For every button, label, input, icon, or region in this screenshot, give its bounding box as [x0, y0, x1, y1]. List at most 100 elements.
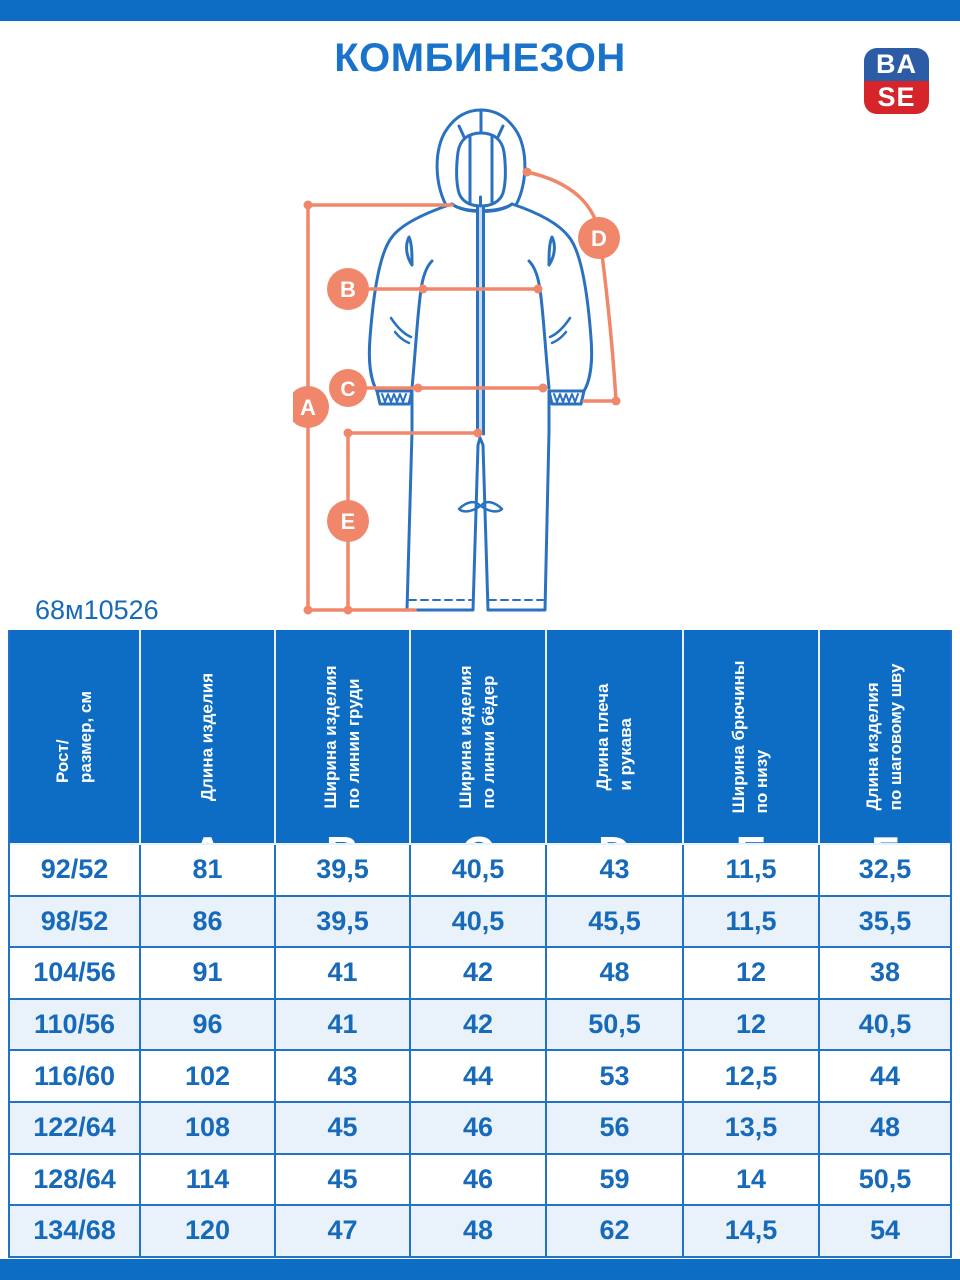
value-cell: 43 — [276, 1051, 411, 1101]
value-cell: 48 — [411, 1206, 547, 1256]
badge-letter-b: B — [340, 277, 356, 302]
value-cell: 46 — [411, 1102, 547, 1153]
value-cell: 42 — [411, 999, 547, 1050]
value-cell: 41 — [276, 999, 411, 1050]
size-cell: 98/52 — [10, 896, 141, 947]
column-header-label: Ширина брючины по низу — [729, 660, 771, 813]
column-measure-letter: D — [598, 830, 631, 843]
table-row: 134/68 120 47 48 62 14,5 54 — [10, 1206, 950, 1258]
top-accent-bar — [0, 0, 960, 21]
value-cell: 11,5 — [684, 896, 820, 947]
column-measure-letter: F — [871, 830, 899, 843]
table-row: 92/52 81 39,5 40,5 43 11,5 32,5 — [10, 845, 950, 897]
table-row: 122/64 108 45 46 56 13,5 48 — [10, 1102, 950, 1155]
value-cell: 47 — [276, 1206, 411, 1256]
value-cell: 48 — [869, 1112, 901, 1143]
size-cell: 134/68 — [10, 1206, 141, 1256]
measurement-lines — [306, 170, 618, 612]
value-cell: 39,5 — [276, 845, 411, 895]
badge-letter-d: D — [591, 226, 607, 251]
size-cell: 92/52 — [10, 845, 141, 895]
table-row: 128/64 114 45 46 59 14 50,5 — [10, 1154, 950, 1207]
value-cell: 42 — [411, 948, 547, 998]
table-body: 92/52 81 39,5 40,5 43 11,5 32,5 98/52 86 39,5 40,5… — [10, 845, 950, 1258]
value-cell: 62 — [547, 1206, 684, 1256]
coverall-drawing — [367, 108, 594, 612]
badge-letter-e: E — [341, 509, 356, 534]
value-cell: 56 — [547, 1102, 684, 1153]
column-header-label: Рост/размер, см — [52, 690, 95, 783]
column-header-label: Ширина изделия по линии бёдер — [456, 664, 498, 809]
value-cell: 13,5 — [684, 1102, 820, 1153]
value-cell: 12,5 — [684, 1051, 820, 1101]
value-cell: 96 — [141, 999, 276, 1050]
value-cell: 54 — [869, 1215, 901, 1246]
table-row: 104/56 91 41 42 48 12 38 — [10, 948, 950, 1000]
table-row: 98/52 86 39,5 40,5 45,5 11,5 35,5 — [10, 896, 950, 949]
value-cell: 39,5 — [276, 896, 411, 947]
value-cell: 86 — [141, 896, 276, 947]
size-cell: 128/64 — [10, 1154, 141, 1205]
column-measure-letter: C — [461, 830, 494, 843]
column-header-1: Длина изделия A — [141, 630, 276, 843]
value-cell: 35,5 — [858, 905, 912, 936]
measurement-badges: A B C D E — [293, 217, 620, 542]
value-cell: 32,5 — [858, 854, 912, 885]
value-cell: 45 — [276, 1102, 411, 1153]
value-cell: 114 — [141, 1154, 276, 1205]
value-cell: 48 — [547, 948, 684, 998]
measurement-dots — [303, 167, 621, 615]
column-measure-letter: B — [326, 830, 359, 843]
value-cell: 45 — [276, 1154, 411, 1205]
size-cell: 116/60 — [10, 1051, 141, 1101]
brand-logo: BA SE — [864, 48, 929, 114]
value-cell: 14,5 — [684, 1206, 820, 1256]
value-cell: 102 — [141, 1051, 276, 1101]
value-cell: 50,5 — [858, 1163, 912, 1194]
value-cell: 50,5 — [547, 999, 684, 1050]
table-row: 110/56 96 41 42 50,5 12 40,5 — [10, 999, 950, 1052]
table-row: 116/60 102 43 44 53 12,5 44 — [10, 1051, 950, 1103]
product-code: 68м10526 — [35, 595, 159, 625]
badge-letter-a: A — [300, 395, 316, 420]
value-cell: 53 — [547, 1051, 684, 1101]
value-cell: 120 — [141, 1206, 276, 1256]
column-header-label: Ширина изделия по линии груди — [320, 664, 363, 809]
size-cell: 110/56 — [10, 999, 141, 1050]
value-cell: 14 — [684, 1154, 820, 1205]
bottom-accent-bar — [0, 1259, 960, 1280]
value-cell: 41 — [276, 948, 411, 998]
value-cell: 12 — [684, 948, 820, 998]
size-cell: 122/64 — [10, 1102, 141, 1153]
table-header-row: Рост/размер, см Длина изделия A Ширина изде… — [10, 630, 950, 845]
column-header-label: Длина плеча и рукава — [592, 682, 635, 791]
brand-logo-bottom: SE — [864, 81, 929, 114]
value-cell: 44 — [869, 1060, 901, 1091]
value-cell: 12 — [684, 999, 820, 1050]
value-cell: 59 — [547, 1154, 684, 1205]
garment-measurement-diagram: A B C D E — [293, 108, 621, 615]
column-header-0: Рост/размер, см — [10, 630, 141, 843]
badge-letter-c: C — [340, 378, 355, 401]
value-cell: 45,5 — [547, 896, 684, 947]
value-cell: 44 — [411, 1051, 547, 1101]
value-cell: 91 — [141, 948, 276, 998]
column-measure-letter: E — [736, 830, 767, 843]
value-cell: 46 — [411, 1154, 547, 1205]
size-table: Рост/размер, см Длина изделия A Ширина изде… — [8, 630, 952, 1258]
value-cell: 40,5 — [411, 896, 547, 947]
value-cell: 11,5 — [684, 845, 820, 895]
value-cell: 108 — [141, 1102, 276, 1153]
column-header-label: Длина изделия — [197, 672, 217, 801]
value-cell: 81 — [141, 845, 276, 895]
page-title: КОМБИНЕЗОН — [334, 36, 626, 80]
value-cell: 38 — [869, 957, 901, 988]
size-cell: 104/56 — [10, 948, 141, 998]
value-cell: 43 — [547, 845, 684, 895]
